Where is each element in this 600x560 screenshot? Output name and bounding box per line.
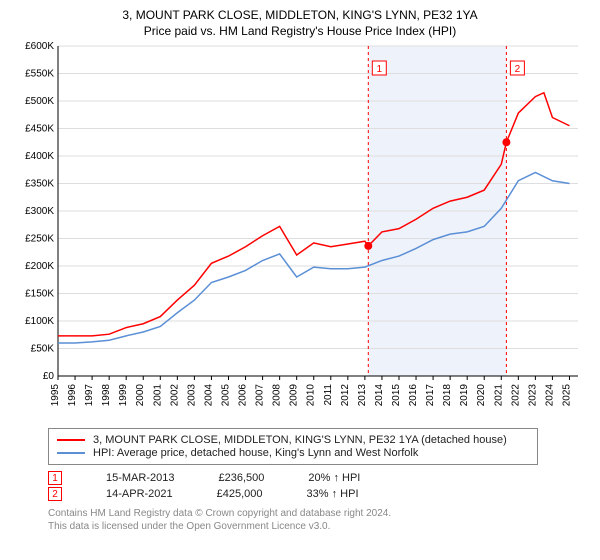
- legend-swatch: [57, 439, 85, 441]
- svg-text:2008: 2008: [272, 384, 283, 407]
- sale-marker-badge: 2: [48, 487, 62, 501]
- svg-text:2017: 2017: [425, 384, 436, 407]
- svg-text:2009: 2009: [289, 384, 300, 407]
- svg-text:£450K: £450K: [25, 124, 54, 135]
- svg-text:£350K: £350K: [25, 179, 54, 190]
- sale-date: 14-APR-2021: [106, 488, 173, 500]
- legend: 3, MOUNT PARK CLOSE, MIDDLETON, KING'S L…: [48, 428, 538, 465]
- svg-text:2006: 2006: [238, 384, 249, 407]
- footer-line: Contains HM Land Registry data © Crown c…: [48, 507, 590, 520]
- svg-text:£0: £0: [43, 371, 55, 382]
- sale-date: 15-MAR-2013: [106, 472, 174, 484]
- svg-text:2021: 2021: [493, 384, 504, 407]
- chart-subtitle: Price paid vs. HM Land Registry's House …: [10, 24, 590, 38]
- svg-text:2019: 2019: [459, 384, 470, 407]
- svg-text:£550K: £550K: [25, 69, 54, 80]
- sale-delta: 33% ↑ HPI: [307, 488, 359, 500]
- sale-price: £236,500: [218, 472, 264, 484]
- legend-row: HPI: Average price, detached house, King…: [57, 447, 529, 459]
- sale-delta: 20% ↑ HPI: [308, 472, 360, 484]
- svg-text:2001: 2001: [152, 384, 163, 407]
- legend-label: HPI: Average price, detached house, King…: [93, 447, 418, 459]
- svg-text:2015: 2015: [391, 384, 402, 407]
- svg-text:£500K: £500K: [25, 96, 54, 107]
- svg-text:2023: 2023: [527, 384, 538, 407]
- svg-text:2000: 2000: [135, 384, 146, 407]
- svg-text:2024: 2024: [544, 384, 555, 407]
- svg-text:1997: 1997: [84, 384, 95, 407]
- svg-text:2005: 2005: [220, 384, 231, 407]
- footer-line: This data is licensed under the Open Gov…: [48, 520, 590, 533]
- svg-text:£400K: £400K: [25, 151, 54, 162]
- legend-label: 3, MOUNT PARK CLOSE, MIDDLETON, KING'S L…: [93, 434, 507, 446]
- svg-text:2020: 2020: [476, 384, 487, 407]
- svg-text:1998: 1998: [101, 384, 112, 407]
- svg-text:2011: 2011: [323, 384, 334, 406]
- svg-text:2012: 2012: [340, 384, 351, 407]
- svg-text:2018: 2018: [442, 384, 453, 407]
- svg-text:£300K: £300K: [25, 206, 54, 217]
- svg-text:2022: 2022: [510, 384, 521, 407]
- svg-text:£250K: £250K: [25, 234, 54, 245]
- svg-text:2007: 2007: [255, 384, 266, 407]
- svg-text:1: 1: [377, 64, 383, 75]
- sales-table: 1 15-MAR-2013 £236,500 20% ↑ HPI 2 14-AP…: [48, 471, 590, 501]
- legend-swatch: [57, 452, 85, 454]
- footer: Contains HM Land Registry data © Crown c…: [48, 507, 590, 533]
- sale-price: £425,000: [217, 488, 263, 500]
- svg-text:2025: 2025: [561, 384, 572, 407]
- svg-text:2010: 2010: [306, 384, 317, 407]
- svg-text:2: 2: [515, 64, 521, 75]
- svg-text:£200K: £200K: [25, 261, 54, 272]
- svg-text:1999: 1999: [118, 384, 129, 407]
- svg-text:2013: 2013: [357, 384, 368, 407]
- chart-title: 3, MOUNT PARK CLOSE, MIDDLETON, KING'S L…: [10, 8, 590, 22]
- svg-text:£150K: £150K: [25, 289, 54, 300]
- svg-text:2003: 2003: [186, 384, 197, 407]
- legend-row: 3, MOUNT PARK CLOSE, MIDDLETON, KING'S L…: [57, 434, 529, 446]
- svg-text:£600K: £600K: [25, 42, 54, 52]
- svg-text:2004: 2004: [203, 384, 214, 407]
- svg-text:1995: 1995: [50, 384, 61, 407]
- chart-area: £0 £50K £100K £150K £200K £250K £300K £350K £400…: [10, 42, 590, 422]
- svg-text:£100K: £100K: [25, 316, 54, 327]
- svg-text:1996: 1996: [67, 384, 78, 407]
- svg-text:2016: 2016: [408, 384, 419, 407]
- svg-text:2014: 2014: [374, 384, 385, 407]
- svg-text:2002: 2002: [169, 384, 180, 407]
- svg-text:£50K: £50K: [31, 344, 55, 355]
- table-row: 2 14-APR-2021 £425,000 33% ↑ HPI: [48, 487, 590, 501]
- chart-svg: £0 £50K £100K £150K £200K £250K £300K £350K £400…: [10, 42, 590, 422]
- table-row: 1 15-MAR-2013 £236,500 20% ↑ HPI: [48, 471, 590, 485]
- sale-marker-badge: 1: [48, 471, 62, 485]
